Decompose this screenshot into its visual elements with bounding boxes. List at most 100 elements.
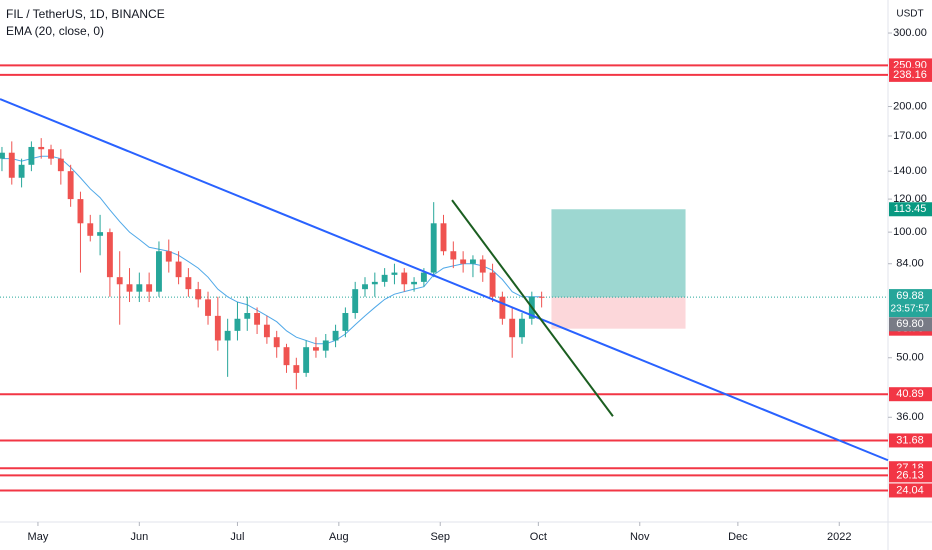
candle-body bbox=[57, 158, 64, 172]
candle-body bbox=[205, 299, 211, 316]
candle-body bbox=[67, 171, 74, 200]
candle-body bbox=[440, 223, 447, 252]
candle-body bbox=[352, 289, 359, 314]
entry-tag bbox=[889, 317, 932, 332]
candle-body bbox=[283, 347, 290, 366]
level-tag-label: 24.04 bbox=[896, 484, 924, 496]
candle-body bbox=[391, 272, 398, 275]
x-tick-label: May bbox=[28, 531, 49, 543]
candle-body bbox=[126, 284, 133, 292]
x-tick-label: Nov bbox=[630, 531, 650, 543]
x-tick-label: Jul bbox=[230, 531, 244, 543]
candle-body bbox=[371, 281, 378, 285]
x-tick-label: 2022 bbox=[827, 531, 851, 543]
y-tick-label: 50.00 bbox=[896, 352, 924, 364]
candle-body bbox=[420, 272, 427, 282]
level-tag-label: 40.89 bbox=[896, 388, 924, 400]
level-tag-label: 238.16 bbox=[893, 69, 927, 81]
countdown-label: 23:57:57 bbox=[891, 304, 930, 315]
last-price-tag bbox=[889, 289, 932, 318]
candle-body bbox=[38, 146, 45, 150]
x-tick-label: Dec bbox=[728, 531, 748, 543]
chart-title: FIL / TetherUS, 1D, BINANCE bbox=[6, 7, 165, 21]
candle-body bbox=[234, 318, 241, 331]
x-tick-label: Sep bbox=[430, 531, 450, 543]
level-tag bbox=[889, 483, 932, 498]
candle-body bbox=[244, 313, 251, 319]
candle-body bbox=[293, 365, 300, 373]
candle-body bbox=[116, 277, 123, 285]
stop-zone bbox=[551, 297, 686, 329]
candle-body bbox=[430, 223, 437, 273]
candle-body bbox=[146, 284, 153, 292]
x-tick-label: Oct bbox=[530, 531, 547, 543]
target-zone bbox=[551, 209, 686, 298]
candle-body bbox=[263, 324, 270, 338]
x-tick-label: Jun bbox=[130, 531, 148, 543]
target-tag-label: 113.45 bbox=[894, 203, 927, 215]
candle-body bbox=[8, 152, 15, 178]
level-tag-label: 31.68 bbox=[896, 434, 924, 446]
candle-body bbox=[224, 330, 231, 341]
candle-body bbox=[185, 277, 192, 290]
candle-body bbox=[519, 318, 525, 338]
y-tick-label: 200.00 bbox=[893, 100, 927, 112]
candle-body bbox=[342, 313, 349, 331]
entry-tag-label: 69.80 bbox=[896, 318, 924, 330]
candle-body bbox=[165, 251, 172, 262]
ema-line bbox=[1, 155, 542, 345]
candle-body bbox=[401, 272, 408, 285]
candle-body bbox=[97, 232, 104, 236]
candle-body bbox=[362, 284, 368, 290]
candle-body bbox=[136, 284, 143, 292]
candle-body bbox=[411, 281, 418, 285]
y-tick-label: 170.00 bbox=[893, 130, 927, 142]
candle-body bbox=[254, 313, 261, 325]
y-tick-label: 300.00 bbox=[893, 27, 927, 39]
candle-body bbox=[156, 251, 162, 292]
candle-body bbox=[381, 274, 388, 282]
candle-body bbox=[479, 259, 486, 273]
trend-line bbox=[451, 199, 614, 417]
last-price-label: 69.88 bbox=[896, 290, 924, 302]
level-tag bbox=[889, 468, 932, 483]
candle-body bbox=[450, 251, 457, 260]
y-tick-label: 140.00 bbox=[893, 165, 927, 177]
candle-body bbox=[470, 259, 476, 264]
x-tick-label: Aug bbox=[329, 531, 349, 543]
candle-body bbox=[214, 315, 221, 341]
candle-body bbox=[175, 261, 182, 278]
trend-line bbox=[0, 98, 889, 462]
y-tick-label: 84.00 bbox=[896, 258, 924, 270]
candle-body bbox=[106, 232, 113, 278]
candle-body bbox=[538, 296, 545, 298]
level-tag bbox=[889, 67, 932, 82]
candle-body bbox=[273, 337, 280, 348]
candle-body bbox=[0, 152, 5, 159]
target-tag bbox=[889, 202, 932, 217]
candle-body bbox=[322, 340, 329, 351]
y-tick-label: 120.00 bbox=[893, 193, 927, 205]
candle-body bbox=[18, 164, 25, 178]
y-tick-label: 100.00 bbox=[893, 226, 927, 238]
candle-body bbox=[332, 330, 339, 341]
plot-area bbox=[0, 64, 889, 492]
candle-body bbox=[28, 146, 35, 165]
candle-body bbox=[499, 296, 506, 319]
level-tag bbox=[889, 433, 932, 448]
candle-body bbox=[313, 347, 319, 351]
candle-body bbox=[489, 272, 496, 297]
indicator-label: EMA (20, close, 0) bbox=[6, 24, 104, 38]
candle-body bbox=[77, 199, 84, 224]
candle-body bbox=[303, 347, 310, 373]
level-tag bbox=[889, 387, 932, 402]
candle-body bbox=[87, 223, 94, 236]
level-tag-label: 26.13 bbox=[896, 469, 924, 481]
candle-body bbox=[195, 289, 202, 300]
y-tick-label: 36.00 bbox=[896, 411, 924, 423]
candle-body bbox=[460, 259, 467, 264]
price-unit: USDT bbox=[896, 9, 923, 20]
candle-body bbox=[48, 149, 54, 159]
